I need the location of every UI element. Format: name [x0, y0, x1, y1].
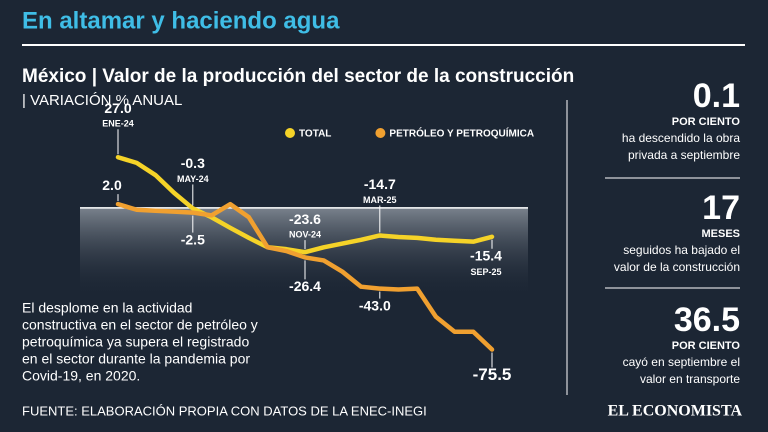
stat-unit: POR CIENTO — [672, 116, 741, 128]
chart-title: México | Valor de la producción del sect… — [22, 66, 574, 87]
annotation-line: petroquímica ya supera el registrado — [22, 334, 249, 350]
series-line — [115, 154, 495, 255]
annotation-line: en el sector durante la pandemia por — [22, 351, 250, 367]
stat-number: 17 — [702, 189, 740, 227]
stat-text: cayó en septiembre el — [623, 355, 740, 369]
banner: En altamar y haciendo agua — [22, 7, 340, 34]
value-label: -23.6 — [289, 211, 321, 227]
x-tick-label: MAR-25 — [363, 195, 397, 205]
brand: EL ECONOMISTA — [608, 403, 743, 420]
value-label: -2.5 — [181, 231, 205, 247]
annotation-line: El desplome en la actividad — [22, 300, 192, 316]
x-tick-label: SEP-25 — [470, 267, 501, 277]
x-tick-label: MAY-24 — [177, 174, 209, 184]
legend-swatch — [285, 128, 295, 138]
stat-text: privada a septiembre — [628, 148, 740, 162]
stat-number: 0.1 — [693, 77, 740, 115]
value-label: -14.7 — [364, 176, 396, 192]
stat-unit: MESES — [701, 228, 740, 240]
stat-number: 36.5 — [674, 301, 740, 339]
annotation-line: Covid-19, en 2020. — [22, 368, 140, 384]
value-label: -75.5 — [473, 365, 512, 384]
stat-text: ha descendido la obra — [622, 131, 740, 145]
annotation-line: constructiva en el sector de petróleo y — [22, 317, 258, 333]
value-label: 27.0 — [104, 100, 131, 116]
series-line — [115, 201, 495, 352]
stat-unit: POR CIENTO — [672, 340, 741, 352]
legend-label: TOTAL — [299, 129, 331, 140]
chart-subtitle: | VARIACIÓN % ANUAL — [22, 92, 182, 109]
stat-text: valor en transporte — [640, 372, 740, 386]
x-tick-label: ENE-24 — [102, 119, 134, 129]
value-label: -15.4 — [470, 247, 502, 263]
x-tick-label: NOV-24 — [289, 230, 321, 240]
legend-swatch — [375, 128, 386, 138]
value-label: -0.3 — [181, 155, 205, 171]
value-label: -43.0 — [359, 297, 391, 313]
chart: TOTAL PETRÓLEO Y PETROQUÍMICA 27.0 ENE-24 -0… — [80, 100, 534, 384]
value-label: 2.0 — [102, 177, 122, 193]
legend-label: PETRÓLEO Y PETROQUÍMICA — [389, 127, 534, 140]
annotation: El desplome en la actividadconstructiva … — [22, 300, 258, 384]
source: FUENTE: ELABORACIÓN PROPIA CON DATOS DE … — [22, 403, 427, 418]
value-label: -26.4 — [289, 278, 321, 294]
stat-text: valor de la construcción — [614, 260, 740, 274]
stat-text: seguidos ha bajado el — [623, 243, 740, 257]
